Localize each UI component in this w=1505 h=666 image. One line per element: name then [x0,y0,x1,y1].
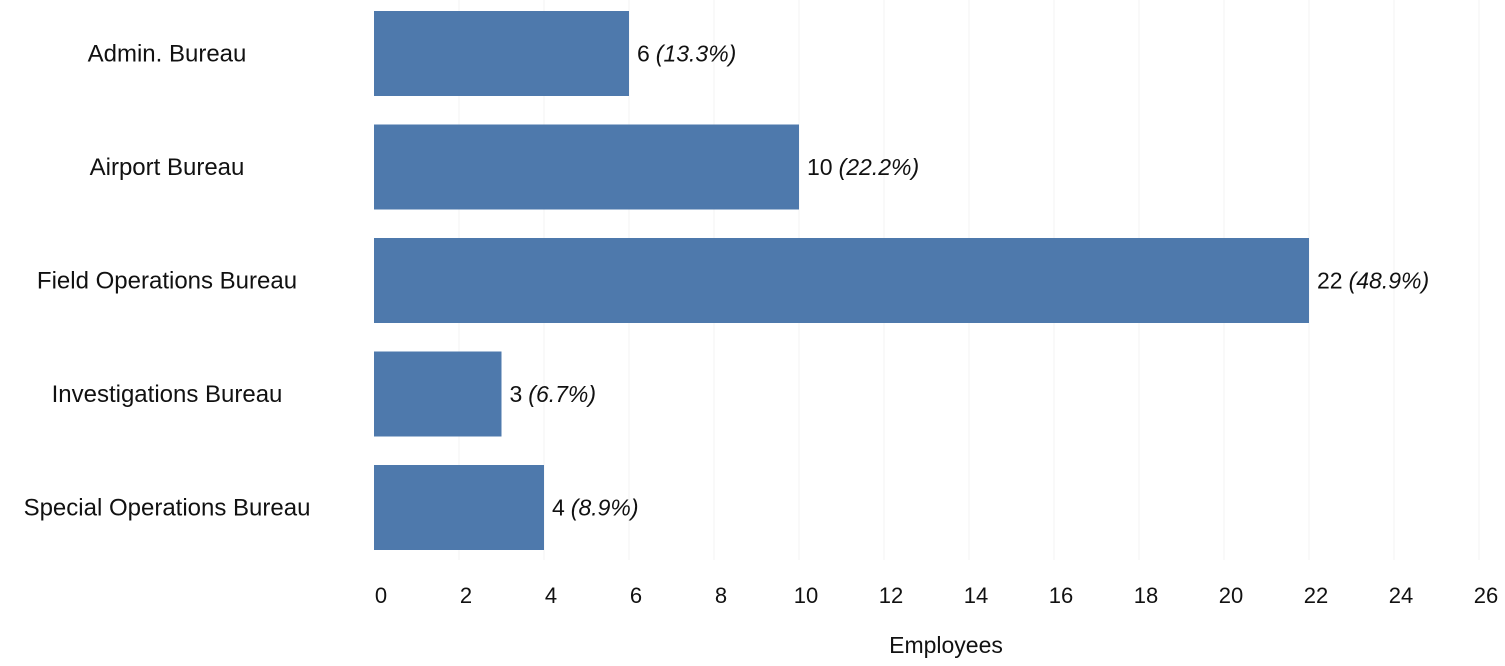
x-tick-label: 22 [1304,583,1328,608]
category-labels: Admin. Bureau Airport Bureau Field Operati… [24,41,311,522]
data-label: 22 (48.9%) [1317,268,1429,294]
category-label: Field Operations Bureau [37,268,297,295]
x-tick-label: 4 [545,583,557,608]
category-label: Investigations Bureau [52,381,283,408]
data-label-count: 6 [637,41,650,67]
data-label: 4 (8.9%) [552,495,639,521]
x-tick-labels: 0 2 4 6 8 10 12 14 16 18 20 22 24 26 [375,583,1498,608]
data-label: 10 (22.2%) [807,154,919,180]
x-tick-label: 10 [794,583,818,608]
x-axis-title: Employees [889,632,1003,658]
category-label: Special Operations Bureau [24,495,311,522]
x-tick-label: 8 [715,583,727,608]
bar [374,465,544,550]
data-label: 6 (13.3%) [637,41,736,67]
data-label-count: 3 [510,381,523,407]
x-tick-label: 14 [964,583,988,608]
data-label-percent: (6.7%) [528,381,596,407]
data-label-count: 22 [1317,268,1343,294]
data-label-percent: (22.2%) [839,154,920,180]
bar [374,11,629,96]
data-label-percent: (48.9%) [1349,268,1430,294]
x-tick-label: 6 [630,583,642,608]
x-tick-label: 2 [460,583,472,608]
x-tick-label: 26 [1474,583,1498,608]
data-label: 3 (6.7%) [510,381,597,407]
x-tick-label: 0 [375,583,387,608]
x-tick-label: 20 [1219,583,1243,608]
x-tick-label: 12 [879,583,903,608]
data-label-count: 10 [807,154,833,180]
data-label-percent: (8.9%) [571,495,639,521]
x-tick-label: 16 [1049,583,1073,608]
bar [374,351,502,437]
data-label-count: 4 [552,495,565,521]
x-tick-label: 24 [1389,583,1413,608]
bar [374,238,1309,323]
x-tick-label: 18 [1134,583,1158,608]
bar [374,124,799,210]
data-labels: 6 (13.3%) 10 (22.2%) 22 (48.9%) 3 (6.7%) 4 (8.9%) [510,41,1430,521]
data-label-percent: (13.3%) [656,41,737,67]
category-label: Admin. Bureau [88,41,247,68]
bars [374,11,1309,550]
category-label: Airport Bureau [90,154,245,181]
